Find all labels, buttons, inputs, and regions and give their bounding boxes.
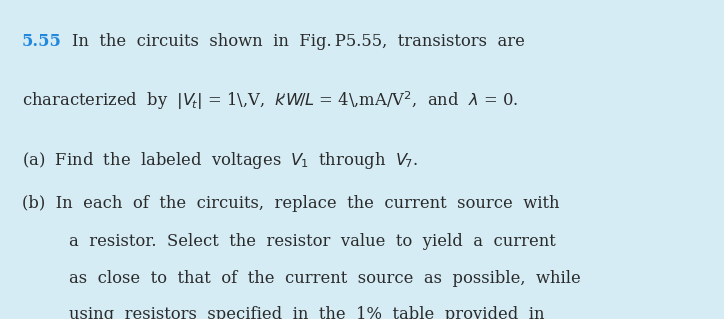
Text: using  resistors  specified  in  the  1%  table  provided  in: using resistors specified in the 1% tabl… [69, 306, 544, 319]
Text: 5.55: 5.55 [22, 33, 62, 50]
Text: characterized  by  $|V_{\!t}|$ = 1\,V,  $k\!'W\!/L$ = 4\,mA/V$^2$,  and  $\lambd: characterized by $|V_{\!t}|$ = 1\,V, $k\… [22, 89, 518, 112]
Text: (b)  In  each  of  the  circuits,  replace  the  current  source  with: (b) In each of the circuits, replace the… [22, 195, 559, 211]
Text: In  the  circuits  shown  in  Fig. P5.55,  transistors  are: In the circuits shown in Fig. P5.55, tra… [72, 33, 526, 50]
Text: as  close  to  that  of  the  current  source  as  possible,  while: as close to that of the current source a… [69, 270, 581, 286]
Text: (a)  Find  the  labeled  voltages  $V_{\!1}$  through  $V_{\!7}$.: (a) Find the labeled voltages $V_{\!1}$ … [22, 150, 418, 171]
Text: a  resistor.  Select  the  resistor  value  to  yield  a  current: a resistor. Select the resistor value to… [69, 233, 555, 250]
